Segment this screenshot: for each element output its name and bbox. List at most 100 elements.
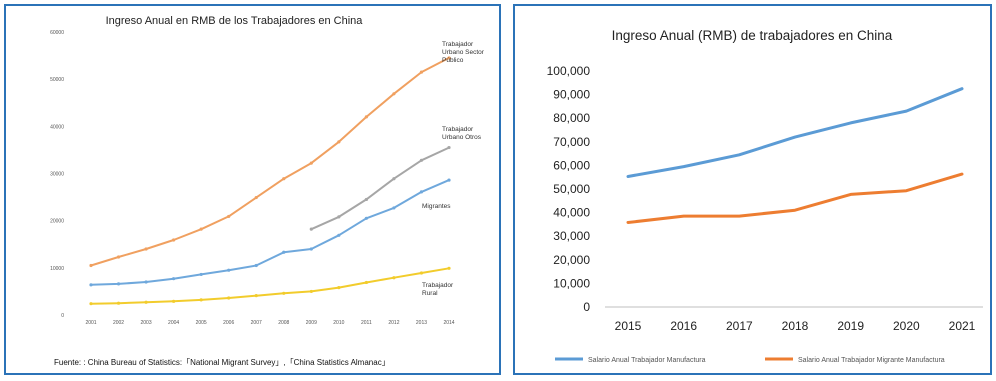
data-point — [447, 266, 451, 270]
y-tick-label: 50000 — [50, 77, 64, 83]
x-tick-label: 2015 — [615, 319, 642, 333]
data-point — [309, 247, 313, 251]
data-point — [227, 268, 231, 272]
y-tick-label: 20000 — [50, 219, 64, 225]
y-tick-label: 60000 — [50, 30, 64, 36]
x-tick-label: 2001 — [85, 320, 96, 326]
data-point — [199, 272, 203, 277]
data-point — [309, 227, 313, 231]
y-tick-label: 80,000 — [553, 111, 590, 125]
data-point — [227, 214, 231, 219]
series-label: Urbano Otros — [442, 134, 482, 141]
series-label: Público — [442, 57, 464, 64]
data-point — [364, 216, 368, 220]
data-point — [227, 296, 231, 300]
data-point — [337, 215, 341, 219]
data-point — [144, 247, 148, 251]
x-tick-label: 2006 — [223, 320, 234, 326]
x-tick-label: 2017 — [726, 319, 753, 333]
data-point — [337, 233, 341, 237]
data-point — [337, 286, 341, 290]
series-label: Urbano Sector — [442, 49, 485, 56]
left-chart-panel: Ingreso Anual en RMB de los Trabajadores… — [4, 4, 501, 375]
data-point — [89, 283, 93, 287]
data-point — [282, 291, 286, 295]
y-tick-label: 50,000 — [553, 182, 590, 196]
data-point — [116, 282, 121, 286]
data-point — [282, 250, 286, 254]
data-point — [419, 271, 424, 275]
y-tick-label: 70,000 — [553, 135, 590, 149]
data-point — [144, 300, 148, 304]
y-tick-label: 40,000 — [553, 206, 590, 220]
legend-label: Salario Anual Trabajador Migrante Manufa… — [798, 357, 945, 364]
x-tick-label: 2016 — [670, 319, 697, 333]
series-line — [90, 267, 450, 305]
data-point — [392, 276, 396, 280]
right-chart: Ingreso Anual (RMB) de trabajadores en C… — [547, 28, 983, 364]
data-point — [392, 177, 396, 181]
right-chart-panel: Ingreso Anual (RMB) de trabajadores en C… — [513, 4, 992, 375]
data-point — [309, 161, 313, 165]
data-point — [392, 92, 396, 96]
series-line — [626, 87, 964, 178]
data-point — [364, 115, 368, 119]
left-chart: Ingreso Anual en RMB de los Trabajadores… — [50, 15, 485, 367]
y-tick-label: 40000 — [50, 124, 64, 130]
y-tick-label: 20,000 — [553, 253, 590, 267]
x-tick-label: 2021 — [949, 319, 976, 333]
data-point — [309, 289, 313, 294]
data-point — [199, 227, 203, 231]
series-label: Migrantes — [422, 203, 451, 210]
data-point — [419, 70, 424, 74]
x-tick-label: 2005 — [196, 320, 207, 326]
series-line — [90, 179, 450, 286]
data-point — [116, 255, 121, 259]
legend-label: Salario Anual Trabajador Manufactura — [588, 357, 706, 364]
series-line — [310, 146, 450, 231]
y-tick-label: 0 — [61, 313, 64, 319]
data-point — [172, 277, 176, 281]
data-point — [447, 145, 451, 150]
data-point — [364, 197, 368, 202]
data-point — [254, 195, 258, 200]
data-point — [254, 294, 258, 298]
y-tick-label: 10,000 — [553, 276, 590, 290]
x-tick-label: 2014 — [443, 320, 454, 326]
series-line — [90, 57, 450, 267]
data-point — [144, 280, 148, 284]
data-point — [447, 178, 451, 182]
data-point — [172, 299, 176, 303]
y-tick-label: 60,000 — [553, 158, 590, 172]
chart-title: Ingreso Anual en RMB de los Trabajadores… — [106, 15, 364, 27]
data-point — [419, 158, 424, 162]
y-tick-label: 0 — [583, 300, 590, 314]
x-tick-label: 2018 — [782, 319, 809, 333]
data-point — [89, 263, 93, 268]
data-point — [337, 140, 341, 144]
y-tick-label: 90,000 — [553, 88, 590, 102]
series-label: Rural — [422, 290, 438, 297]
x-tick-label: 2004 — [168, 320, 179, 326]
series-label: Trabajador — [442, 126, 474, 133]
series-label: Trabajador — [442, 41, 474, 48]
data-point — [254, 263, 258, 268]
x-tick-label: 2009 — [306, 320, 317, 326]
x-tick-label: 2007 — [251, 320, 262, 326]
data-point — [116, 301, 121, 305]
x-tick-label: 2019 — [837, 319, 864, 333]
data-point — [172, 238, 176, 242]
data-point — [199, 298, 203, 302]
data-point — [89, 302, 93, 306]
x-tick-label: 2013 — [416, 320, 427, 326]
source-note: Fuente: : China Bureau of Statistics:「Na… — [54, 358, 390, 367]
y-tick-label: 100,000 — [547, 64, 591, 78]
x-tick-label: 2011 — [361, 320, 372, 326]
x-tick-label: 2008 — [278, 320, 289, 326]
data-point — [419, 190, 424, 194]
data-point — [282, 177, 286, 181]
series-line — [626, 172, 964, 224]
x-tick-label: 2010 — [333, 320, 344, 326]
x-tick-label: 2003 — [141, 320, 152, 326]
x-tick-label: 2020 — [893, 319, 920, 333]
